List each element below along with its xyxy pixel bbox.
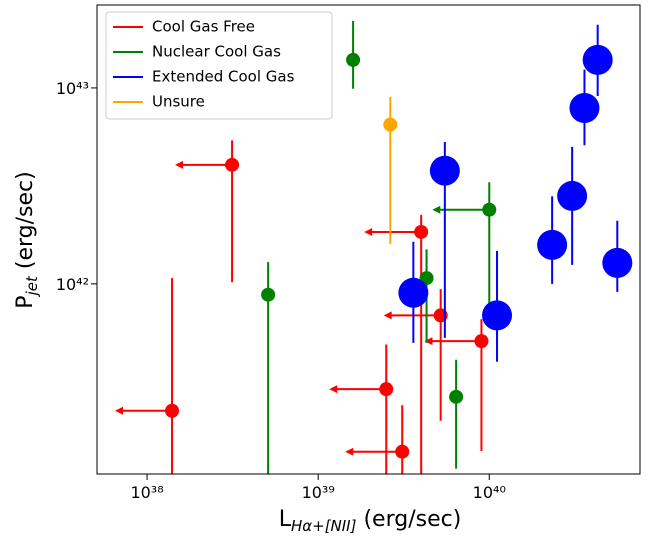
data-point (557, 180, 588, 211)
upper-limit-arrow (364, 227, 422, 236)
data-point (449, 389, 464, 404)
data-point (537, 229, 568, 260)
legend-label: Extended Cool Gas (152, 68, 295, 86)
arrow-head (329, 385, 338, 394)
y-label-main: P (13, 295, 38, 308)
y-label-sub: jet (23, 275, 41, 297)
upper-limit-arrow (175, 160, 233, 169)
data-point (602, 247, 633, 278)
x-tick-label: 10³⁸ (130, 483, 163, 502)
y-tick-label: 10⁴³ (56, 79, 89, 98)
data-point (165, 403, 180, 418)
arrow-head (364, 227, 373, 236)
plot-area (115, 20, 633, 474)
data-point (429, 155, 460, 186)
y-axis-label: Pjet (erg/sec) (13, 171, 41, 308)
upper-limit-arrow (115, 406, 173, 415)
data-point (395, 444, 410, 459)
data-point (582, 44, 613, 75)
upper-limit-arrow (432, 205, 490, 214)
arrow-head (115, 406, 124, 415)
arrow-head (432, 205, 441, 214)
arrow-head (383, 311, 392, 320)
data-point (383, 117, 398, 132)
upper-limit-arrow (345, 447, 403, 456)
x-axis-label: LHα+[NII] (erg/sec) (279, 507, 462, 533)
data-point (225, 157, 240, 172)
data-point (414, 224, 429, 239)
x-tick-label: 10³⁹ (302, 483, 335, 502)
data-point (398, 277, 429, 308)
arrow-head (345, 447, 354, 456)
data-point (482, 300, 513, 331)
x-label-sub: Hα+[NII] (291, 517, 357, 533)
upper-limit-arrow (383, 311, 441, 320)
legend-box (105, 11, 333, 120)
x-tick-label: 10⁴⁰ (473, 483, 506, 502)
legend-label: Unsure (152, 93, 205, 111)
arrow-head (175, 160, 184, 169)
y-label-unit: (erg/sec) (13, 171, 38, 276)
arrow-head (424, 337, 433, 346)
x-label-unit: (erg/sec) (356, 507, 461, 532)
upper-limit-arrow (424, 337, 482, 346)
data-point (482, 202, 497, 217)
axes-frame (96, 4, 641, 475)
upper-limit-arrow (329, 385, 387, 394)
data-point (346, 52, 361, 67)
legend-label: Cool Gas Free (152, 18, 255, 36)
x-label-main: L (279, 507, 292, 532)
data-point (474, 334, 489, 349)
legend-label: Nuclear Cool Gas (152, 43, 281, 61)
y-tick-label: 10⁴² (56, 275, 89, 294)
data-point (261, 287, 276, 302)
data-point (379, 382, 394, 397)
data-point (569, 92, 600, 123)
